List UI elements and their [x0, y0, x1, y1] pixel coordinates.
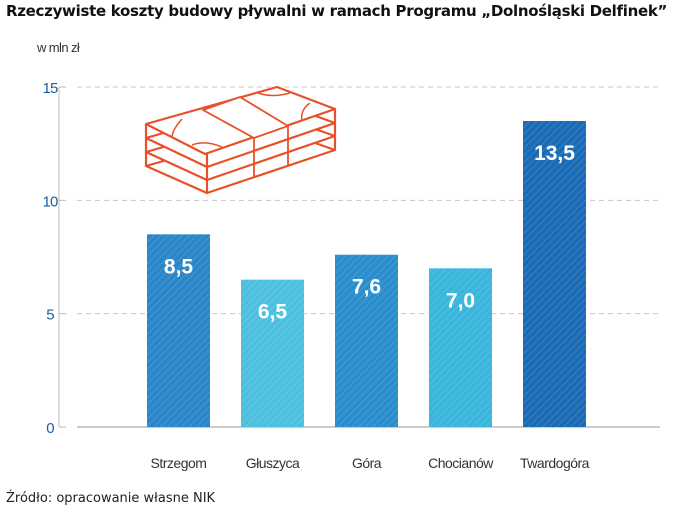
data-label: 13,5 — [534, 142, 575, 165]
bar-hatch — [523, 121, 586, 427]
y-tick-label: 0 — [46, 420, 54, 437]
data-label: 7,0 — [446, 289, 475, 312]
source-note: Źródło: opracowanie własne NIK — [6, 491, 216, 506]
data-label: 6,5 — [258, 301, 288, 324]
data-label: 7,6 — [352, 276, 381, 299]
y-tick-label: 15 — [42, 80, 58, 97]
x-tick-label: Strzegom — [151, 455, 207, 471]
money-stack-icon — [144, 85, 337, 195]
y-axis-label: w mln zł — [36, 40, 80, 55]
x-tick-label: Chocianów — [428, 455, 494, 471]
bar-hatch — [241, 279, 304, 427]
chart-title: Rzeczywiste koszty budowy pływalni w ram… — [6, 2, 668, 20]
x-tick-label: Góra — [352, 455, 382, 471]
x-tick-label: Głuszyca — [246, 455, 300, 471]
x-tick-label: Twardogóra — [520, 455, 590, 471]
bar-hatch — [335, 254, 398, 427]
bar-hatch — [429, 268, 492, 427]
data-label: 8,5 — [164, 255, 194, 278]
bar-hatch — [147, 234, 210, 427]
y-tick-label: 10 — [42, 193, 58, 210]
y-tick-label: 5 — [46, 307, 54, 324]
